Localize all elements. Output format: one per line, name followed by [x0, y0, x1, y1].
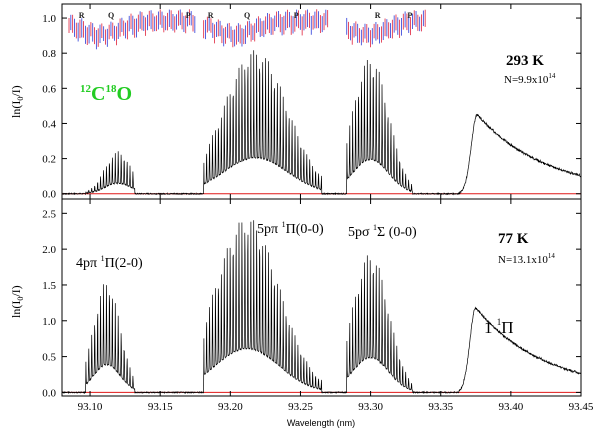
bottom-column-density: N=13.1x1014	[498, 252, 555, 266]
bottom-y-axis-label: ln(I0/I)	[9, 285, 25, 318]
branch-label: R	[79, 11, 85, 20]
xtick-label: 93.40	[498, 401, 523, 413]
xtick-label: 93.45	[569, 401, 594, 413]
top-ytick-label: 0.4	[42, 118, 56, 130]
top-column-density: N=9.9x1014	[504, 72, 556, 86]
top-ytick-label: 0.2	[42, 154, 56, 166]
top-x-ticks	[89, 4, 582, 199]
bot-ytick-label: 0.5	[42, 352, 56, 364]
branch-label: Q	[244, 11, 250, 20]
top-ytick-label: 0.0	[42, 189, 56, 201]
xtick-label: 93.20	[218, 401, 243, 413]
band-label-5ppi: 5pπ 1Π(0-0)	[257, 220, 324, 237]
top-plot-frame	[61, 3, 582, 200]
isotope-label: 12C18O	[80, 83, 132, 105]
top-spectrum-trace	[61, 50, 582, 196]
band-label-5psigma: 5pσ 1Σ (0-0)	[348, 223, 417, 240]
bottom-plot-frame	[61, 198, 582, 397]
bottom-spectrum-trace	[61, 220, 582, 395]
bot-ytick-label: 2.5	[42, 208, 56, 220]
branch-label: R	[375, 11, 381, 20]
top-panel: R Q P R Q P R P 0.0 0.2 0.4 0.6 0.8 1.0 ln(I0/I) 12C…	[9, 3, 582, 201]
top-y-axis-label: ln(I0/I)	[9, 85, 25, 118]
branch-label: R	[208, 11, 214, 20]
bot-ytick-label: 0.0	[42, 387, 56, 399]
xtick-label: 93.30	[358, 401, 383, 413]
bottom-y-axis: 0.0 0.5 1.0 1.5 2.0 2.5	[42, 208, 581, 399]
top-ytick-label: 0.8	[42, 48, 56, 60]
bot-ytick-label: 2.0	[42, 244, 56, 256]
top-y-axis: 0.0 0.2 0.4 0.6 0.8 1.0	[42, 13, 581, 201]
bot-ytick-label: 1.0	[42, 316, 56, 328]
branch-label: P	[186, 11, 191, 20]
top-model-overlay	[68, 9, 426, 50]
branch-label: P	[407, 11, 412, 20]
xtick-label: 93.25	[288, 401, 313, 413]
bottom-temperature: 77 K	[498, 231, 529, 247]
band-label-4ppi: 4pπ 1Π(2-0)	[76, 254, 143, 271]
top-ytick-label: 1.0	[42, 13, 56, 25]
band-label-1pi: 1 1Π	[484, 317, 514, 337]
bottom-x-axis: 93.10 93.15 93.20 93.25 93.30 93.35 93.40 93.45	[78, 199, 594, 413]
bottom-panel: 0.00.51.01.52.02.5 93.10 93.15 93.20 93.25 9…	[9, 198, 594, 428]
branch-label: Q	[108, 11, 114, 20]
branch-label: P	[294, 11, 299, 20]
x-axis-label: Wavelength (nm)	[287, 418, 355, 428]
top-ytick-label: 0.6	[42, 83, 56, 95]
xtick-label: 93.15	[148, 401, 173, 413]
bot-ytick-label: 1.5	[42, 280, 56, 292]
xtick-label: 93.35	[428, 401, 453, 413]
top-temperature: 293 K	[506, 53, 544, 69]
xtick-label: 93.10	[78, 401, 103, 413]
